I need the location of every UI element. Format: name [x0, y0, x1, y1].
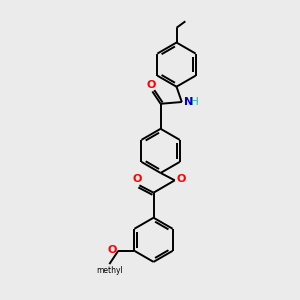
- Text: O: O: [132, 174, 142, 184]
- Text: O: O: [176, 174, 186, 184]
- Text: N: N: [184, 97, 193, 107]
- Text: H: H: [191, 97, 199, 107]
- Text: O: O: [107, 245, 117, 255]
- Text: O: O: [146, 80, 156, 90]
- Text: methyl: methyl: [96, 266, 123, 275]
